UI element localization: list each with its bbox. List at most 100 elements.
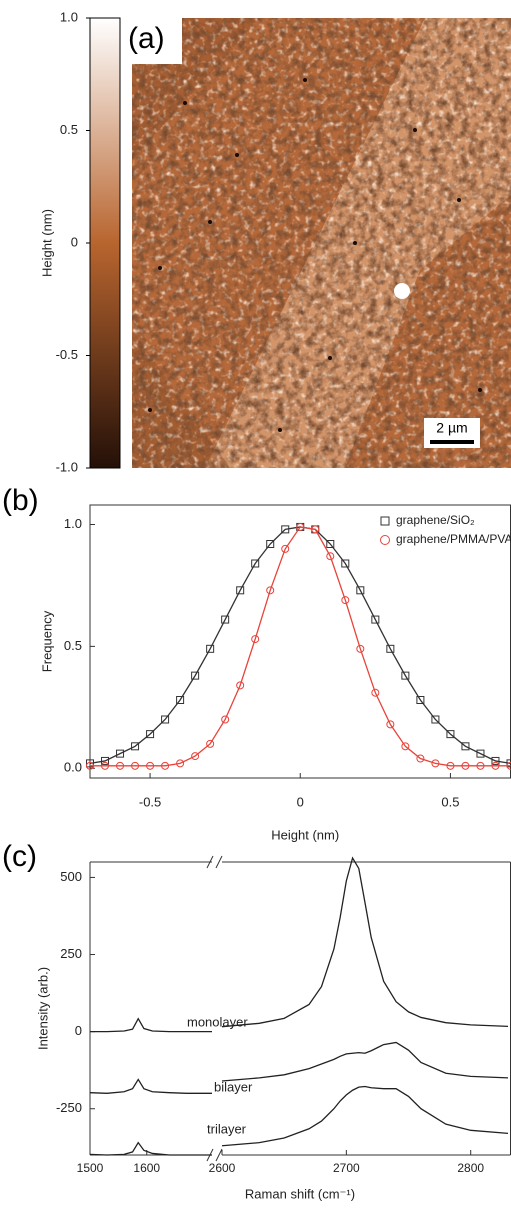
x-tick-label: 2600 — [209, 1161, 236, 1175]
fit-line — [90, 526, 511, 767]
marker — [86, 759, 94, 768]
marker — [401, 671, 410, 680]
legend-marker — [380, 516, 390, 526]
axis-break — [206, 855, 214, 869]
afm-image — [132, 18, 511, 468]
panel-label: (c) — [2, 840, 37, 873]
marker — [491, 761, 500, 770]
marker — [176, 696, 185, 704]
x-tick-label: 0.5 — [441, 794, 459, 809]
marker — [446, 761, 455, 770]
colorbar-tick-label: 1.0 — [60, 9, 78, 24]
x-axis-label: Height (nm) — [271, 827, 339, 842]
marker — [176, 759, 185, 768]
colorbar-tick-label: 0 — [71, 234, 78, 249]
y-tick-label: -250 — [56, 1100, 82, 1115]
marker — [326, 540, 335, 548]
marker — [416, 696, 425, 704]
x-tick-label: 1600 — [133, 1161, 160, 1175]
marker — [146, 761, 155, 770]
series-label: monolayer — [187, 1014, 248, 1029]
y-tick-label: 0 — [75, 1023, 82, 1038]
marker — [281, 525, 290, 534]
spectrum — [221, 856, 509, 1028]
axis-break — [215, 1148, 223, 1162]
fit-line — [89, 526, 511, 765]
marker — [431, 715, 440, 724]
marker — [296, 522, 305, 531]
colorbar-tick-label: -0.5 — [56, 347, 78, 362]
marker — [206, 644, 215, 653]
y-axis-label: Intensity (arb.) — [35, 967, 50, 1050]
x-tick-label: -0.5 — [139, 794, 161, 809]
marker — [236, 681, 245, 690]
marker — [251, 559, 260, 568]
x-tick-label: 1500 — [77, 1161, 104, 1175]
y-axis-label: Frequency — [39, 610, 54, 672]
marker — [116, 761, 125, 770]
marker — [251, 635, 260, 644]
marker — [266, 540, 275, 548]
x-tick-label: 2800 — [457, 1161, 484, 1175]
marker — [341, 596, 350, 605]
x-axis-label: Raman shift (cm⁻¹) — [245, 1186, 355, 1201]
marker — [221, 715, 230, 724]
legend-label: graphene/PMMA/PVA — [396, 532, 511, 546]
marker — [116, 749, 125, 758]
marker — [461, 742, 470, 751]
y-tick-label: 0.5 — [64, 638, 82, 653]
marker — [446, 730, 455, 739]
series-label: bilayer — [214, 1079, 253, 1094]
marker — [101, 756, 110, 765]
y-tick-label: 0.0 — [64, 760, 82, 775]
spectrum — [90, 1017, 212, 1033]
marker — [401, 742, 410, 751]
marker — [101, 761, 110, 770]
marker — [461, 761, 470, 770]
panel-label: (b) — [2, 484, 39, 517]
x-tick-label: 0 — [297, 794, 304, 809]
scale-bar — [430, 440, 474, 444]
panel-label: (a) — [128, 22, 165, 55]
marker — [356, 586, 365, 595]
marker — [386, 644, 395, 653]
spectrum — [221, 1085, 509, 1147]
marker — [356, 644, 365, 653]
marker — [476, 761, 485, 770]
marker — [191, 752, 200, 761]
marker — [266, 586, 275, 595]
spectrum — [221, 1041, 509, 1082]
marker — [371, 688, 380, 697]
marker — [131, 742, 140, 751]
y-tick-label: 1.0 — [64, 516, 82, 531]
axis-break — [215, 855, 223, 869]
marker — [146, 730, 155, 739]
spectrum — [89, 1078, 212, 1094]
marker — [311, 525, 320, 534]
marker — [371, 615, 380, 624]
marker — [86, 761, 94, 770]
marker — [161, 761, 170, 770]
x-tick-label: 2700 — [333, 1161, 360, 1175]
marker — [491, 756, 500, 765]
marker — [221, 615, 230, 624]
marker — [326, 552, 335, 561]
colorbar-label: Height (nm) — [39, 209, 54, 277]
marker — [206, 739, 215, 748]
marker — [191, 671, 200, 680]
marker — [431, 759, 440, 768]
marker — [236, 586, 245, 595]
marker — [416, 754, 425, 763]
marker — [341, 559, 350, 568]
spectrum — [89, 1141, 212, 1156]
marker — [281, 544, 290, 553]
marker — [386, 720, 395, 729]
label-box — [122, 18, 182, 64]
legend-label: graphene/SiO₂ — [396, 513, 475, 527]
colorbar — [89, 17, 121, 469]
y-tick-label: 250 — [60, 946, 82, 961]
series-label: trilayer — [207, 1121, 247, 1136]
legend-marker — [380, 535, 390, 545]
